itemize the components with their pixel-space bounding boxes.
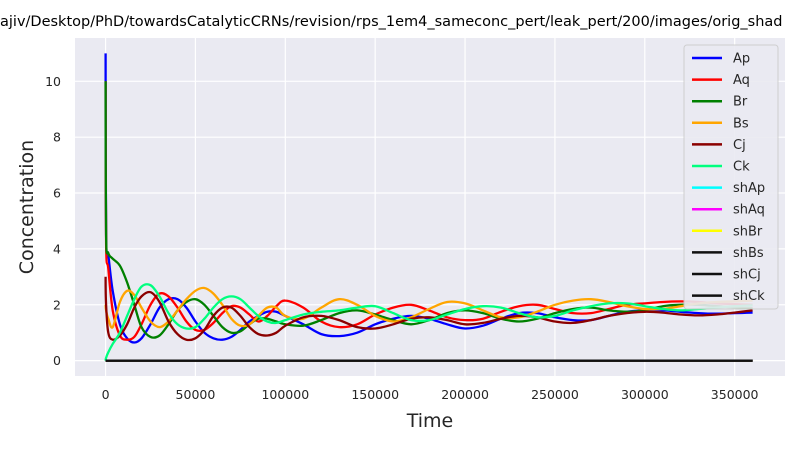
legend-label-shCk: shCk	[733, 289, 765, 304]
legend-label-Ap: Ap	[733, 52, 750, 67]
legend-label-shAp: shAp	[733, 181, 765, 196]
legend-label-shAq: shAq	[733, 203, 765, 218]
x-tick-label: 150000	[351, 387, 399, 402]
x-axis-ticks: 0 50000 100000 150000 200000 250000 300000 3500…	[102, 387, 759, 402]
y-tick-label: 2	[53, 297, 61, 312]
x-tick-label: 350000	[711, 387, 759, 402]
series-line-Cj	[104, 276, 753, 342]
y-tick-label: 4	[53, 241, 61, 256]
plot-area	[75, 38, 785, 376]
y-axis-ticks: 0 2 4 6 8 10	[45, 74, 61, 368]
legend-label-Br: Br	[733, 95, 748, 110]
legend-label-Bs: Bs	[733, 116, 749, 131]
legend-label-Cj: Cj	[733, 138, 746, 153]
legend-box	[683, 44, 779, 310]
x-tick-label: 250000	[531, 387, 579, 402]
y-axis-label: Concentration	[16, 140, 38, 274]
series-line-Ck	[104, 283, 753, 361]
legend-label-shBs: shBs	[733, 246, 764, 261]
y-tick-label: 0	[53, 353, 61, 368]
legend-label-shCj: shCj	[733, 268, 761, 283]
x-tick-label: 50000	[176, 387, 216, 402]
legend-label-Aq: Aq	[733, 73, 750, 88]
series-line-Br	[104, 81, 753, 339]
y-tick-label: 6	[53, 186, 61, 201]
series-lines	[104, 53, 753, 362]
x-tick-label: 200000	[441, 387, 489, 402]
x-axis-label: Time	[406, 410, 454, 432]
y-tick-label: 10	[45, 74, 61, 89]
x-tick-label: 100000	[261, 387, 309, 402]
chart-title: ajiv/Desktop/PhD/towardsCatalyticCRNs/re…	[0, 14, 783, 30]
legend-label-shBr: shBr	[733, 224, 763, 239]
y-tick-label: 8	[53, 130, 61, 145]
x-tick-label: 300000	[621, 387, 669, 402]
legend-label-Ck: Ck	[733, 160, 750, 175]
legend: Ap Aq Br Bs Cj Ck shAp shAq shBr shBs shCj shCk	[683, 44, 779, 310]
x-tick-label: 0	[102, 387, 110, 402]
